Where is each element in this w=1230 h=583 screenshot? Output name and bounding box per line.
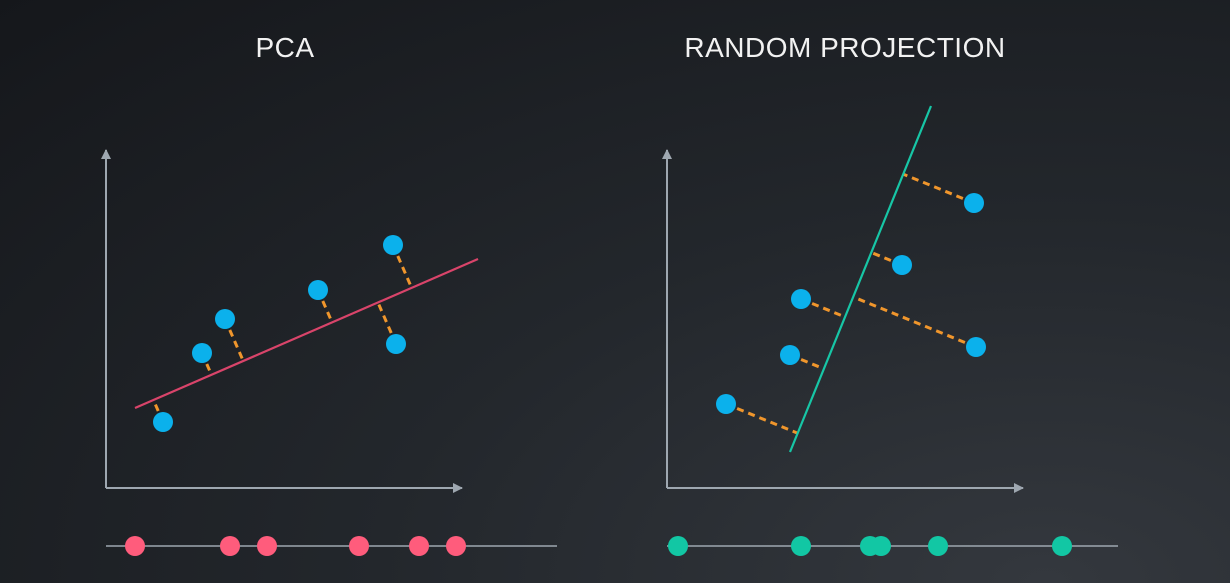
- pca-data-point-4: [308, 280, 328, 300]
- pca-projected-point-3: [257, 536, 277, 556]
- pca-projection-dash-6: [376, 301, 398, 345]
- rp-data-point-1: [716, 394, 736, 414]
- pca-projected-point-1: [125, 536, 145, 556]
- pca-projection-line: [134, 257, 479, 410]
- pca-projected-point-5: [409, 536, 429, 556]
- pca-panel: [101, 149, 557, 556]
- rp-data-point-2: [780, 345, 800, 365]
- pca-projected-point-6: [446, 536, 466, 556]
- rp-projected-point-2: [791, 536, 811, 556]
- random-projection-panel: [662, 105, 1118, 556]
- rp-projection-dash-1: [725, 402, 799, 435]
- rp-data-point-4: [892, 255, 912, 275]
- rp-projected-point-5: [928, 536, 948, 556]
- random-projection-title: RANDOM PROJECTION: [684, 32, 1006, 63]
- pca-projection-dash-3: [223, 318, 245, 362]
- rp-projected-point-1: [668, 536, 688, 556]
- rp-data-point-3: [791, 289, 811, 309]
- rp-data-point-5: [964, 193, 984, 213]
- pca-data-point-6: [386, 334, 406, 354]
- rp-projection-dash-5: [902, 172, 975, 205]
- rp-projection-dash-6: [852, 295, 977, 349]
- rp-data-point-6: [966, 337, 986, 357]
- pca-data-point-2: [192, 343, 212, 363]
- pca-data-point-3: [215, 309, 235, 329]
- rp-projection-dash-3: [800, 297, 846, 319]
- pca-projected-point-4: [349, 536, 369, 556]
- rp-projected-point-6: [1052, 536, 1072, 556]
- pca-data-point-1: [153, 412, 173, 432]
- rp-projected-point-4: [871, 536, 891, 556]
- pca-projection-dash-5: [391, 244, 413, 289]
- pca-data-point-5: [383, 235, 403, 255]
- rp-projection-line: [788, 105, 933, 453]
- pca-title: PCA: [255, 32, 315, 63]
- pca-projected-point-2: [220, 536, 240, 556]
